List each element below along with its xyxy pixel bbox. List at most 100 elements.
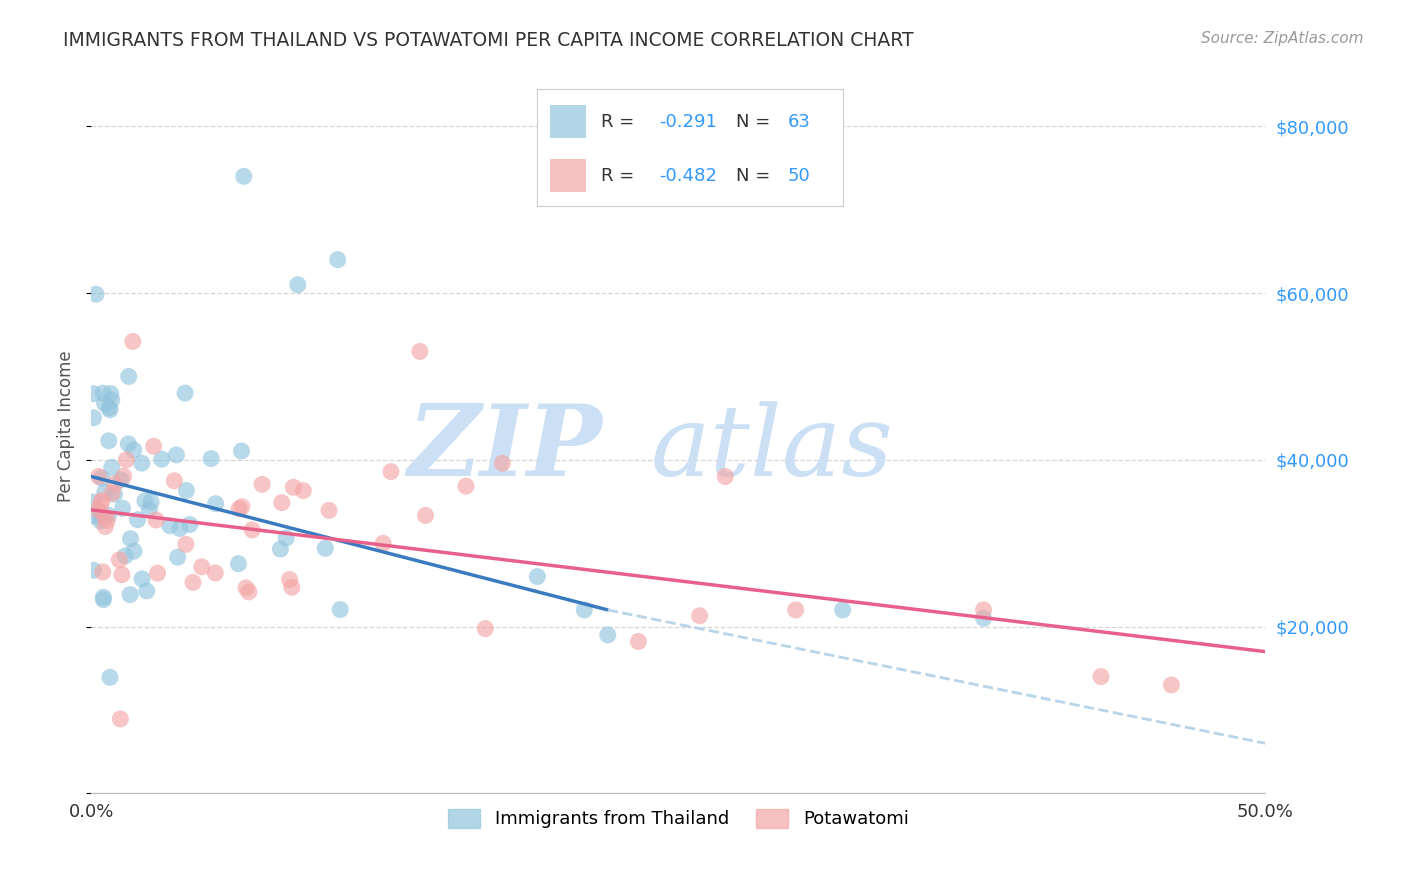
Point bbox=[115, 453, 138, 467]
Point bbox=[179, 517, 201, 532]
Point bbox=[83, 410, 105, 425]
Point bbox=[114, 549, 136, 563]
Point bbox=[231, 444, 253, 458]
Point bbox=[103, 487, 125, 501]
Point bbox=[281, 580, 304, 594]
Point bbox=[121, 334, 143, 349]
Point bbox=[108, 553, 131, 567]
Point bbox=[118, 369, 141, 384]
Text: atlas: atlas bbox=[651, 401, 894, 496]
Point bbox=[90, 509, 112, 524]
Point bbox=[165, 448, 187, 462]
Point bbox=[97, 508, 120, 523]
Point bbox=[283, 480, 305, 494]
Point bbox=[174, 386, 197, 401]
Point bbox=[176, 483, 198, 498]
Text: Source: ZipAtlas.com: Source: ZipAtlas.com bbox=[1201, 31, 1364, 46]
Point bbox=[474, 622, 496, 636]
Point bbox=[250, 477, 273, 491]
Point bbox=[169, 521, 191, 535]
Point bbox=[87, 469, 110, 483]
Point bbox=[83, 386, 105, 401]
Point bbox=[166, 550, 188, 565]
Point bbox=[785, 603, 807, 617]
Point bbox=[87, 503, 110, 517]
Point bbox=[228, 501, 250, 516]
Point bbox=[831, 603, 853, 617]
Point bbox=[117, 437, 139, 451]
Point bbox=[231, 500, 253, 514]
Point bbox=[574, 603, 596, 617]
Point bbox=[228, 557, 250, 571]
Point bbox=[91, 565, 114, 579]
Y-axis label: Per Capita Income: Per Capita Income bbox=[58, 351, 75, 502]
Point bbox=[292, 483, 315, 498]
Point bbox=[415, 508, 437, 523]
Text: ZIP: ZIP bbox=[406, 401, 602, 497]
Point bbox=[973, 603, 995, 617]
Point bbox=[94, 519, 117, 533]
Point bbox=[491, 456, 513, 470]
Point bbox=[120, 588, 142, 602]
Point bbox=[454, 479, 477, 493]
Point bbox=[150, 452, 173, 467]
Point bbox=[373, 536, 395, 550]
Point bbox=[232, 169, 254, 184]
Point bbox=[1090, 670, 1112, 684]
Point bbox=[98, 401, 121, 415]
Point bbox=[127, 513, 149, 527]
Point bbox=[93, 591, 115, 605]
Point bbox=[278, 573, 301, 587]
Point bbox=[314, 541, 336, 556]
Point bbox=[101, 392, 124, 407]
Point bbox=[238, 585, 260, 599]
Point bbox=[111, 567, 134, 582]
Point bbox=[329, 602, 352, 616]
Point bbox=[142, 439, 165, 453]
Point bbox=[83, 495, 105, 509]
Point bbox=[326, 252, 349, 267]
Point bbox=[112, 469, 135, 483]
Point bbox=[96, 513, 118, 527]
Point bbox=[596, 628, 619, 642]
Text: IMMIGRANTS FROM THAILAND VS POTAWATOMI PER CAPITA INCOME CORRELATION CHART: IMMIGRANTS FROM THAILAND VS POTAWATOMI P… bbox=[63, 31, 914, 50]
Point bbox=[97, 434, 120, 448]
Point bbox=[204, 497, 226, 511]
Point bbox=[714, 469, 737, 483]
Point bbox=[159, 518, 181, 533]
Point bbox=[409, 344, 432, 359]
Point bbox=[94, 485, 117, 500]
Point bbox=[145, 513, 167, 527]
Point bbox=[269, 542, 291, 557]
Point bbox=[93, 396, 115, 410]
Point bbox=[110, 712, 132, 726]
Point bbox=[93, 509, 115, 524]
Point bbox=[973, 611, 995, 625]
Point bbox=[90, 471, 112, 485]
Point bbox=[101, 486, 124, 500]
Point bbox=[84, 287, 107, 301]
Legend: Immigrants from Thailand, Potawatomi: Immigrants from Thailand, Potawatomi bbox=[440, 802, 917, 836]
Point bbox=[110, 473, 132, 487]
Point bbox=[122, 442, 145, 457]
Point bbox=[1160, 678, 1182, 692]
Point bbox=[276, 531, 298, 545]
Point bbox=[91, 386, 114, 401]
Point bbox=[138, 502, 160, 516]
Point bbox=[100, 460, 122, 475]
Point bbox=[181, 575, 204, 590]
Point bbox=[287, 277, 309, 292]
Point bbox=[90, 493, 112, 508]
Point bbox=[83, 563, 105, 577]
Point bbox=[100, 386, 122, 401]
Point bbox=[627, 634, 650, 648]
Point bbox=[191, 559, 214, 574]
Point bbox=[163, 474, 186, 488]
Point bbox=[104, 476, 127, 491]
Point bbox=[174, 537, 197, 551]
Point bbox=[90, 496, 112, 510]
Point bbox=[318, 503, 340, 517]
Point bbox=[134, 494, 156, 508]
Point bbox=[93, 592, 115, 607]
Point bbox=[98, 402, 121, 417]
